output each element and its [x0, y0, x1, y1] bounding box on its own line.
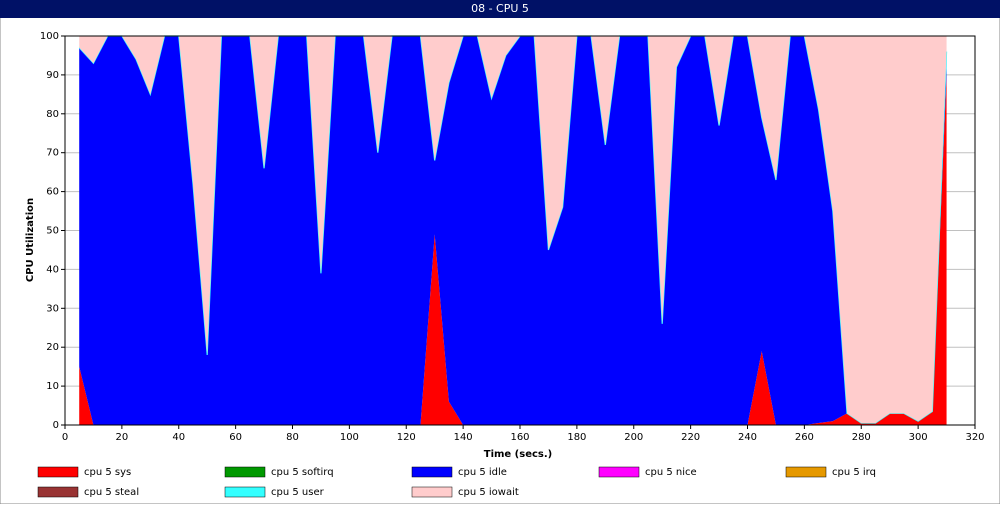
chart-title: 08 - CPU 5 [471, 2, 529, 15]
y-tick-label: 0 [53, 420, 59, 431]
legend-swatch [224, 466, 266, 478]
legend-label: cpu 5 idle [458, 467, 507, 478]
x-axis-label: Time (secs.) [484, 449, 553, 460]
x-tick-label: 200 [624, 432, 643, 443]
legend-label: cpu 5 iowait [458, 487, 519, 498]
y-tick-label: 80 [46, 109, 59, 120]
legend-swatch [37, 466, 79, 478]
title-bar [0, 0, 1000, 18]
legend-label: cpu 5 user [271, 487, 325, 498]
x-tick-label: 0 [62, 432, 68, 443]
legend-swatch [411, 486, 453, 498]
x-tick-label: 120 [397, 432, 416, 443]
x-tick-label: 80 [286, 432, 299, 443]
legend-swatch [598, 466, 640, 478]
x-tick-label: 220 [681, 432, 700, 443]
legend-swatch [37, 486, 79, 498]
x-tick-label: 160 [510, 432, 529, 443]
x-tick-label: 240 [738, 432, 757, 443]
legend-label: cpu 5 nice [645, 467, 697, 478]
y-tick-label: 90 [46, 70, 59, 81]
x-tick-label: 60 [229, 432, 242, 443]
legend-swatch [411, 466, 453, 478]
legend-swatch [785, 466, 827, 478]
x-tick-label: 140 [454, 432, 473, 443]
legend-label: cpu 5 sys [84, 467, 131, 478]
x-tick-label: 180 [567, 432, 586, 443]
y-tick-label: 40 [46, 264, 59, 275]
y-tick-label: 60 [46, 187, 59, 198]
legend-swatch [224, 486, 266, 498]
x-tick-label: 100 [340, 432, 359, 443]
legend-label: cpu 5 softirq [271, 467, 334, 478]
y-tick-label: 30 [46, 303, 59, 314]
x-tick-label: 300 [909, 432, 928, 443]
y-tick-label: 20 [46, 342, 59, 353]
plot-border [64, 35, 976, 426]
area [79, 36, 947, 424]
x-tick-label: 40 [172, 432, 185, 443]
legend-label: cpu 5 steal [84, 487, 139, 498]
y-tick-label: 70 [46, 148, 59, 159]
x-tick-label: 320 [965, 432, 984, 443]
y-tick-label: 10 [46, 381, 59, 392]
y-tick-label: 50 [46, 226, 59, 237]
y-tick-label: 100 [40, 31, 59, 42]
x-tick-label: 20 [116, 432, 129, 443]
x-tick-label: 280 [852, 432, 871, 443]
legend-label: cpu 5 irq [832, 467, 876, 478]
area [79, 36, 947, 425]
y-axis-label: CPU Utilization [25, 198, 36, 282]
x-tick-label: 260 [795, 432, 814, 443]
